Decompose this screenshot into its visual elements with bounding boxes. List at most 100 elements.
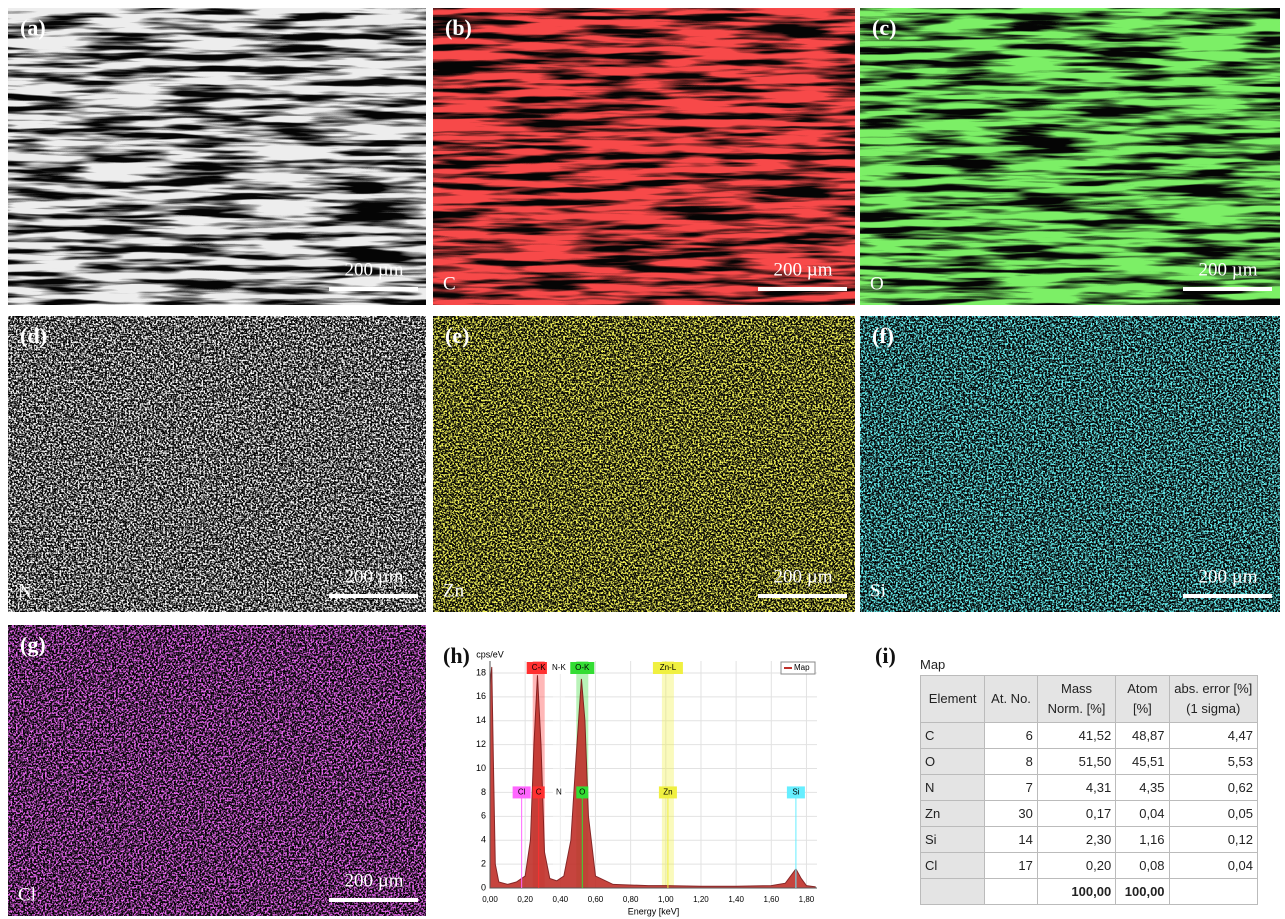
marker-label: O [579, 788, 585, 797]
panel-label: (h) [443, 643, 470, 668]
y-tick-label: 6 [481, 811, 486, 821]
marker-label: Si [792, 788, 799, 797]
line-label: Zn-L [660, 663, 677, 672]
total-cell: 100,00 [1037, 879, 1115, 905]
marker-label: Zn [663, 788, 672, 797]
line-label: N-K [552, 663, 566, 672]
y-tick-label: 10 [476, 763, 486, 773]
x-tick-label: 1,60 [764, 895, 780, 904]
scale-bar-label: 200 µm [1199, 259, 1258, 280]
x-tick-label: 0,60 [588, 895, 604, 904]
table-cell: 4,47 [1169, 723, 1257, 749]
total-cell: 100,00 [1116, 879, 1169, 905]
table-cell: 48,87 [1116, 723, 1169, 749]
table-cell: 0,62 [1169, 775, 1257, 801]
element-band [553, 661, 565, 888]
marker-label: C [536, 788, 542, 797]
scale-bar-label: 200 µm [774, 566, 833, 587]
marker-label: N [556, 788, 562, 797]
y-tick-label: 4 [481, 835, 486, 845]
table-cell: 7 [985, 775, 1038, 801]
line-label: C-K [532, 663, 546, 672]
y-tick-label: 2 [481, 858, 486, 868]
y-tick-label: 16 [476, 691, 486, 701]
table-cell: 4,31 [1037, 775, 1115, 801]
table-cell: 1,16 [1116, 827, 1169, 853]
scale-bar-label: 200 µm [345, 566, 404, 587]
table-cell: 0,17 [1037, 801, 1115, 827]
element-label: O [870, 273, 884, 294]
y-tick-label: 0 [481, 882, 486, 892]
table-cell: 41,52 [1037, 723, 1115, 749]
element-label: Cl [18, 884, 36, 905]
panel-label: (c) [872, 15, 896, 40]
line-label: O-K [575, 663, 590, 672]
table-cell: 2,30 [1037, 827, 1115, 853]
page: (a) 200 µm (b) C 200 µm (c) O 200 µm (d) N 200 µm (… [0, 0, 1285, 919]
table-cell: 6 [985, 723, 1038, 749]
element-label: C [443, 273, 456, 294]
y-tick-label: 12 [476, 739, 486, 749]
table-cell: 17 [985, 853, 1038, 879]
element-label: Si [870, 580, 886, 601]
y-tick-label: 18 [476, 667, 486, 677]
y-tick-label: 8 [481, 787, 486, 797]
table-cell: 4,35 [1116, 775, 1169, 801]
x-tick-label: 1,20 [693, 895, 709, 904]
header-cell: Mass Norm. [%] [1037, 676, 1115, 723]
panel-label: (a) [20, 15, 46, 40]
table-cell: 8 [985, 749, 1038, 775]
table-cell: Cl [921, 853, 985, 879]
table-cell: C [921, 723, 985, 749]
header-cell: abs. error [%] (1 sigma) [1169, 676, 1257, 723]
x-tick-label: 0,00 [482, 895, 498, 904]
table-cell: 30 [985, 801, 1038, 827]
y-tick-label: 14 [476, 715, 486, 725]
table-cell: O [921, 749, 985, 775]
panel-label: (e) [445, 323, 469, 348]
panel-label: (d) [20, 323, 47, 348]
table-cell: Si [921, 827, 985, 853]
element-label: N [18, 580, 32, 601]
table-cell: 45,51 [1116, 749, 1169, 775]
table-cell: 0,04 [1169, 853, 1257, 879]
x-tick-label: 1,00 [658, 895, 674, 904]
scale-bar-label: 200 µm [1199, 566, 1258, 587]
header-cell: Element [921, 676, 985, 723]
table-cell: 0,20 [1037, 853, 1115, 879]
panel-label: (i) [875, 643, 896, 668]
table-title: Map [920, 657, 1260, 672]
header-cell: Atom [%] [1116, 676, 1169, 723]
table-cell: 14 [985, 827, 1038, 853]
header-cell: At. No. [985, 676, 1038, 723]
x-tick-label: 0,40 [553, 895, 569, 904]
panel-label: (g) [20, 632, 46, 657]
table-cell [985, 879, 1038, 905]
y-axis-title: cps/eV [476, 649, 504, 659]
panel-label: (f) [872, 323, 894, 348]
table-cell: 5,53 [1169, 749, 1257, 775]
marker-label: Cl [518, 788, 526, 797]
x-tick-label: 1,80 [799, 895, 815, 904]
table-cell: N [921, 775, 985, 801]
x-tick-label: 0,20 [517, 895, 533, 904]
scale-bar-label: 200 µm [345, 870, 404, 891]
panel-label: (b) [445, 15, 472, 40]
x-axis-title: Energy [keV] [628, 906, 680, 916]
scale-bar-label: 200 µm [774, 259, 833, 280]
table-cell [1169, 879, 1257, 905]
table-cell: 0,04 [1116, 801, 1169, 827]
table-cell: 0,05 [1169, 801, 1257, 827]
legend-label: Map [794, 663, 810, 672]
x-tick-label: 0,80 [623, 895, 639, 904]
table-cell: Zn [921, 801, 985, 827]
table-cell: 0,08 [1116, 853, 1169, 879]
